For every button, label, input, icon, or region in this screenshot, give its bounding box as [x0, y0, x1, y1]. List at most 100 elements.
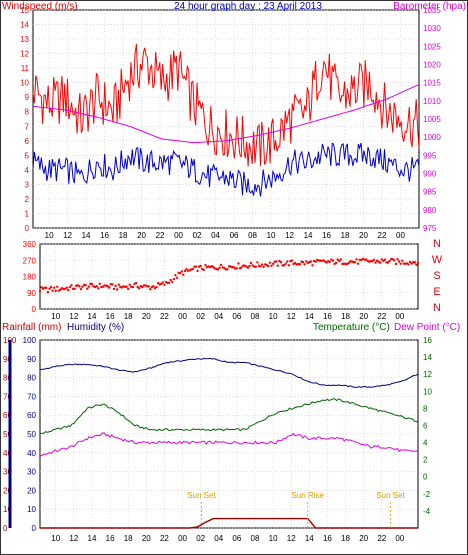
direction-point: [396, 258, 399, 261]
direction-point: [232, 266, 235, 269]
windspeed-tick-label: 7: [25, 122, 30, 131]
temperature-tick-label: 8: [423, 404, 428, 413]
wind-line: [32, 142, 420, 197]
direction-time-tick-label: 12: [287, 312, 296, 321]
rain-tick-label: 40: [3, 449, 12, 458]
direction-point: [95, 285, 98, 288]
direction-time-tick-label: 12: [69, 312, 78, 321]
cardinal-label: N: [433, 238, 441, 250]
wind-time-tick-label: 14: [304, 231, 313, 240]
direction-point: [372, 258, 376, 261]
windspeed-tick-label: 9: [25, 93, 30, 102]
direction-point: [240, 266, 243, 269]
direction-time-tick-label: 16: [106, 312, 115, 321]
direction-point: [219, 263, 223, 267]
climate-time-tick-label: 22: [160, 534, 169, 543]
direction-point: [101, 285, 105, 288]
barometer-tick-label: 980: [423, 206, 437, 215]
direction-point: [301, 260, 305, 264]
direction-tick-label: 0: [32, 305, 37, 314]
barometer-tick-label: 975: [423, 224, 437, 233]
direction-point: [179, 272, 182, 275]
temperature-line: [39, 398, 419, 435]
direction-point: [218, 266, 221, 269]
direction-point: [355, 258, 358, 261]
wind-time-tick-label: 02: [193, 231, 202, 240]
direction-point: [161, 281, 165, 284]
direction-point: [383, 258, 387, 261]
direction-point: [155, 285, 158, 289]
direction-point: [336, 258, 339, 261]
direction-point: [356, 262, 360, 265]
direction-point: [196, 269, 199, 273]
temperature-tick-label: 2: [423, 456, 428, 465]
direction-point: [401, 259, 404, 262]
barometer-tick-label: 990: [423, 170, 437, 179]
direction-point: [394, 262, 398, 266]
windspeed-tick-label: 15: [20, 6, 29, 15]
temperature-tick-label: 4: [423, 439, 428, 448]
direction-point: [59, 288, 62, 291]
direction-point: [338, 259, 341, 263]
direction-point: [331, 259, 335, 262]
direction-point: [78, 285, 81, 288]
direction-point: [108, 286, 111, 289]
climate-time-tick-label: 14: [305, 534, 314, 543]
direction-point: [160, 282, 163, 286]
wind-time-tick-label: 04: [211, 231, 220, 240]
direction-point: [51, 289, 54, 292]
direction-tick-label: 270: [23, 256, 37, 265]
climate-time-tick-label: 00: [395, 534, 404, 543]
direction-point: [380, 258, 383, 261]
direction-point: [293, 261, 297, 265]
temperature-tick-label: 6: [423, 421, 428, 430]
direction-point: [125, 285, 128, 288]
wind-time-tick-label: 00: [174, 231, 183, 240]
temperature-tick-label: 16: [423, 336, 432, 345]
direction-point: [90, 282, 94, 286]
cardinal-label: W: [432, 254, 443, 266]
climate-time-tick-label: 12: [287, 534, 296, 543]
barometer-tick-label: 1010: [423, 97, 441, 106]
direction-point: [347, 261, 350, 265]
humidity-tick-label: 0: [32, 524, 37, 533]
sun-annotation-label: Sun Set: [376, 491, 405, 500]
direction-time-tick-label: 08: [251, 312, 260, 321]
direction-point: [194, 265, 198, 268]
direction-point: [204, 264, 207, 267]
direction-point: [141, 285, 144, 289]
direction-point: [45, 286, 48, 289]
direction-point: [248, 264, 251, 268]
direction-point: [328, 260, 331, 264]
direction-time-tick-label: 14: [88, 312, 97, 321]
direction-point: [309, 260, 313, 263]
direction-point: [388, 259, 391, 263]
direction-time-axis-ticks: 10 12 14 16 18 20 22 00 02 04 06 08 10 12 14 16 18 20 22 00: [51, 312, 405, 321]
wind-time-tick-label: 06: [230, 231, 239, 240]
direction-point: [79, 288, 83, 291]
climate-time-tick-label: 18: [341, 534, 350, 543]
wind-series: [32, 44, 420, 197]
direction-point: [106, 285, 109, 288]
windspeed-tick-label: 12: [20, 50, 29, 59]
direction-point: [249, 261, 253, 265]
direction-point: [152, 285, 155, 288]
rain-tick-label: 30: [3, 468, 12, 477]
direction-point: [175, 276, 179, 279]
direction-point: [38, 290, 42, 293]
climate-time-tick-label: 10: [269, 534, 278, 543]
climate-time-tick-label: 10: [51, 534, 60, 543]
wind-time-tick-label: 00: [396, 231, 405, 240]
direction-point: [202, 268, 205, 272]
windspeed-tick-label: 8: [25, 108, 30, 117]
direction-point: [334, 261, 338, 265]
direction-point: [223, 266, 226, 270]
direction-point: [374, 261, 377, 264]
direction-point: [111, 283, 114, 286]
humidity-tick-label: 70: [27, 392, 36, 401]
direction-point: [86, 287, 89, 290]
